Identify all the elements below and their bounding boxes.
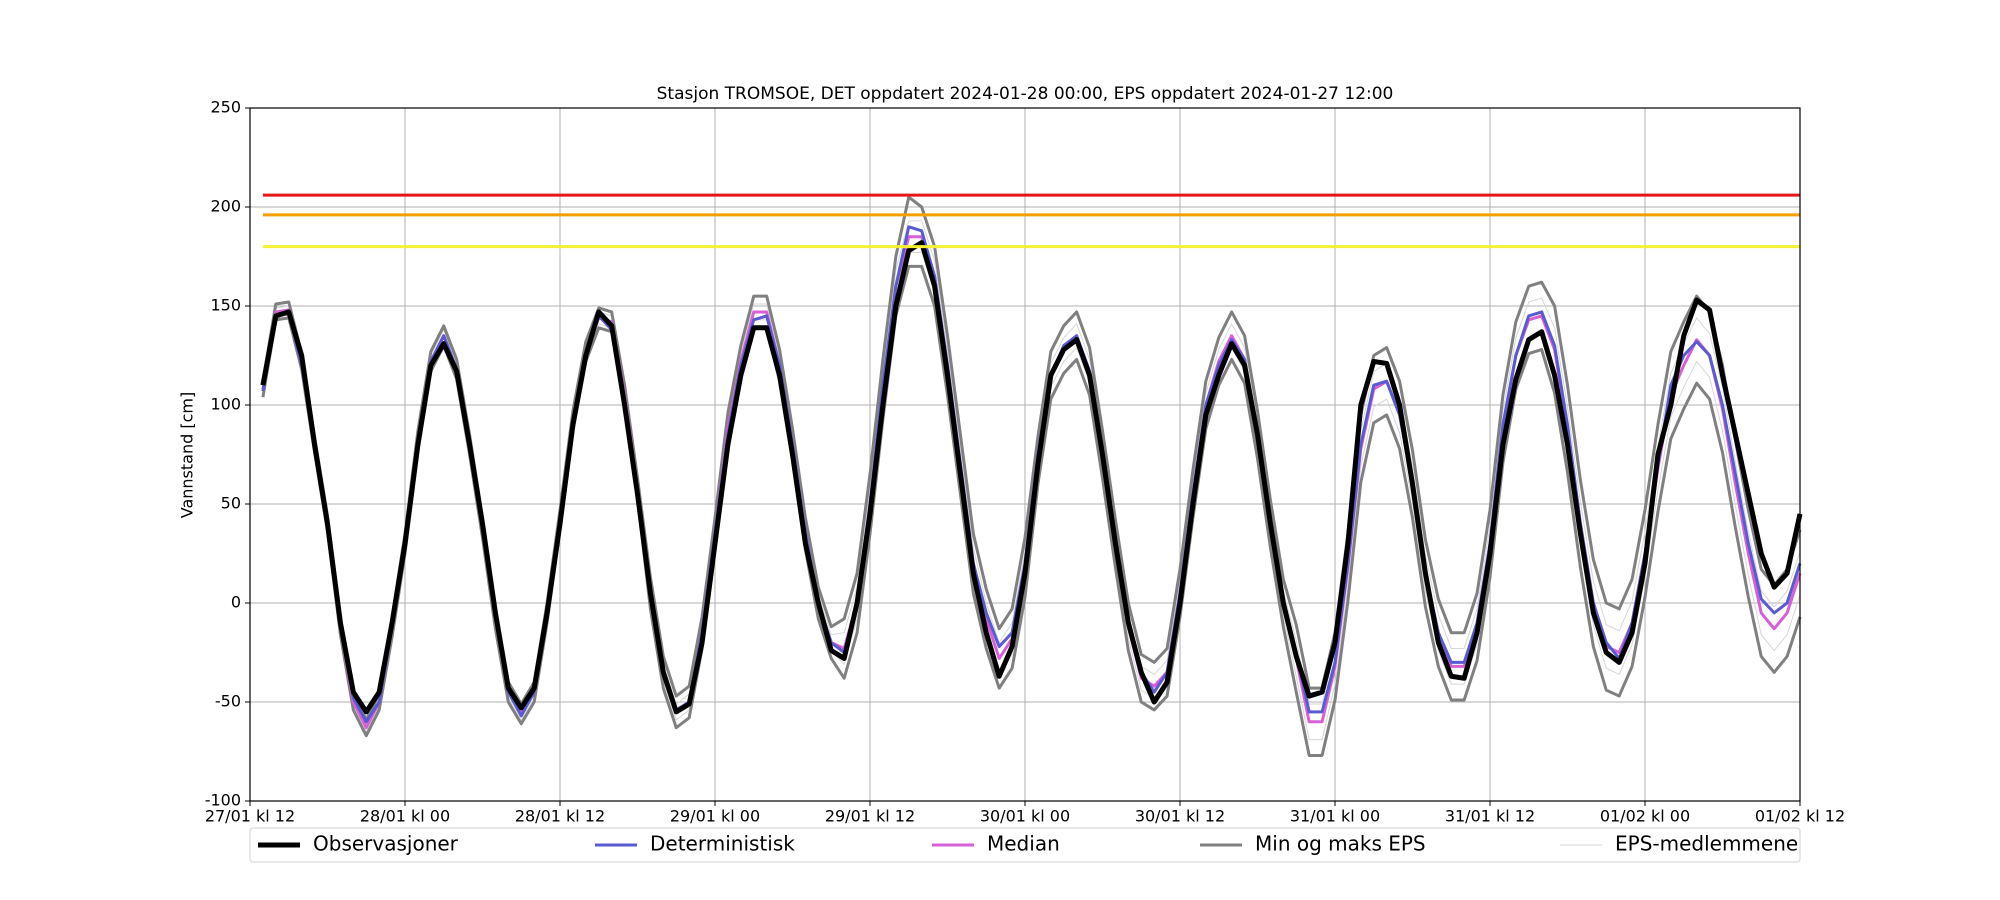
x-tick-label: 29/01 kl 12	[825, 807, 915, 826]
x-tick-label: 01/02 kl 00	[1600, 807, 1690, 826]
y-tick-label: -50	[215, 692, 241, 711]
x-tick-label: 01/02 kl 12	[1755, 807, 1845, 826]
legend-label: EPS-medlemmene	[1615, 832, 1798, 856]
y-tick-label: 50	[221, 494, 241, 513]
legend-label: Min og maks EPS	[1255, 832, 1426, 856]
legend-box	[249, 827, 1801, 863]
y-tick-label: 250	[210, 98, 241, 117]
x-tick-label: 29/01 kl 00	[670, 807, 760, 826]
eps-min-line	[261, 264, 1802, 757]
y-tick-label: 200	[210, 197, 241, 216]
y-tick-label: 100	[210, 395, 241, 414]
x-tick-label: 30/01 kl 12	[1135, 807, 1225, 826]
observed-line	[260, 240, 1803, 715]
x-tick-label: 31/01 kl 12	[1445, 807, 1535, 826]
plot-frame	[249, 107, 1801, 802]
chart-title: Stasjon TROMSOE, DET oppdatert 2024-01-2…	[657, 84, 1394, 104]
x-tick-label: 31/01 kl 00	[1290, 807, 1380, 826]
y-tick-label: -100	[205, 791, 241, 810]
y-axis-label: Vannstand [cm]	[178, 392, 197, 518]
legend-label: Observasjoner	[313, 832, 459, 856]
legend-label: Median	[987, 832, 1060, 856]
y-tick-label: 150	[210, 296, 241, 315]
x-tick-label: 30/01 kl 00	[980, 807, 1070, 826]
x-tick-label: 27/01 kl 12	[205, 807, 295, 826]
x-tick-label: 28/01 kl 00	[360, 807, 450, 826]
x-tick-label: 28/01 kl 12	[515, 807, 605, 826]
legend-label: Deterministisk	[650, 832, 795, 856]
y-tick-label: 0	[231, 593, 241, 612]
